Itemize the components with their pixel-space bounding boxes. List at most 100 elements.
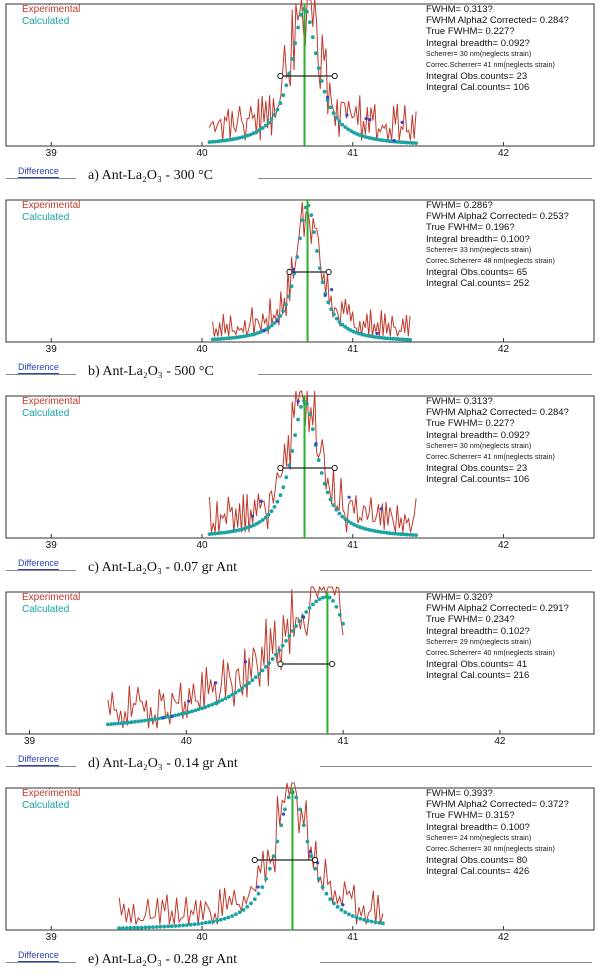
calculated-point [269,509,274,514]
calculated-point [340,322,345,327]
calculated-point [384,138,389,143]
difference-rule [6,766,76,767]
calculated-point [310,427,315,431]
calculated-point [243,683,248,688]
calculated-point [371,334,376,339]
calculated-point [275,107,280,112]
x-tick-label: 40 [196,932,208,943]
calculated-point [331,503,336,507]
calculated-point [331,111,336,115]
calculated-point [210,139,215,144]
calculated-point [349,129,354,134]
observed-point [308,850,312,854]
calculated-point [299,405,303,409]
calculated-point [210,702,215,707]
calculated-point [399,337,404,342]
calculated-point [275,499,280,504]
legend-calculated: Calculated [22,604,70,615]
calculated-point [310,35,315,39]
outlier-points [325,95,404,143]
stat-line: FWHM= 0.393? [426,788,493,799]
legend-calculated: Calculated [22,212,70,223]
legend-experimental: Experimental [22,592,81,603]
calculated-point [375,529,380,534]
calculated-point [362,917,366,922]
x-tick-label: 42 [497,148,510,159]
calculated-point [322,89,327,94]
observed-point [251,514,255,518]
observed-point [330,288,334,292]
calculated-point [284,302,288,307]
difference-button[interactable]: Difference [18,558,59,570]
calculated-point [349,521,354,525]
stat-line: FWHM Alpha2 Corrected= 0.253? [426,211,569,223]
calculated-point [207,532,212,536]
calculated-point [320,885,325,889]
experimental-series [118,782,384,925]
difference-button[interactable]: Difference [18,362,59,374]
calculated-point [334,115,339,120]
calculated-point [346,127,351,132]
calculated-point [331,599,335,603]
calculated-point [294,795,299,800]
stat-line: Integral breadth= 0.102? [426,625,530,637]
plot-frame [5,787,595,931]
panel-caption: d) Ant-La₂O₃ - 0.14 gr Ant [88,756,238,771]
caption-rule [258,178,592,179]
calculated-point [158,924,163,929]
calculated-point [374,335,379,339]
fwhm-left-handle [251,856,258,864]
calculated-point [373,920,378,925]
calculated-point [286,294,291,299]
calculated-point [237,528,241,532]
calculated-point [314,599,319,604]
difference-button[interactable]: Difference [18,950,59,962]
fwhm-right-handle [331,72,338,80]
stat-line: Integral Obs.counts= 80 [426,855,528,867]
calculated-point [343,125,348,129]
calculated-point [354,915,359,920]
difference-button[interactable]: Difference [18,166,59,178]
calculated-point [394,337,398,341]
calculated-point [166,714,171,719]
stat-line: Integral breadth= 0.100? [426,233,530,245]
calculated-point [122,721,127,725]
calculated-point [309,213,314,217]
calculated-point [399,140,404,145]
legend-experimental: Experimental [22,4,81,15]
calculated-point [222,138,227,143]
calculated-point [369,136,374,141]
calculated-point [343,517,348,521]
calculated-point [297,619,302,624]
difference-rule [6,570,76,571]
calculated-point [231,137,236,142]
calculated-point [408,337,412,342]
calculated-point [293,433,297,438]
calculated-point [365,918,370,923]
calculated-point [337,612,342,617]
calculated-point [287,71,292,76]
calculated-point [300,218,305,223]
experimental-series [209,0,417,141]
chart-plot [5,390,595,539]
difference-button[interactable]: Difference [18,754,59,766]
legend-experimental: Experimental [22,396,81,407]
difference-rule [6,962,76,963]
stat-line: Correc.Scherrer= 30 nm(neglects strain) [426,846,555,854]
calculated-point [257,672,261,676]
x-tick-label: 39 [45,540,57,551]
calculated-point [283,807,287,812]
legend-calculated: Calculated [22,16,70,27]
calculated-point [254,129,259,134]
calculated-point [305,401,309,406]
calculated-point [220,698,225,702]
legend-experimental: Experimental [22,788,81,799]
calculated-point [154,925,159,929]
calculated-point [240,135,244,140]
calculated-point [298,807,302,812]
stat-line: Integral breadth= 0.092? [426,37,530,49]
calculated-point [231,529,236,534]
calculated-point [352,522,356,527]
calculated-point [247,333,252,338]
x-tick-label: 41 [347,148,359,159]
